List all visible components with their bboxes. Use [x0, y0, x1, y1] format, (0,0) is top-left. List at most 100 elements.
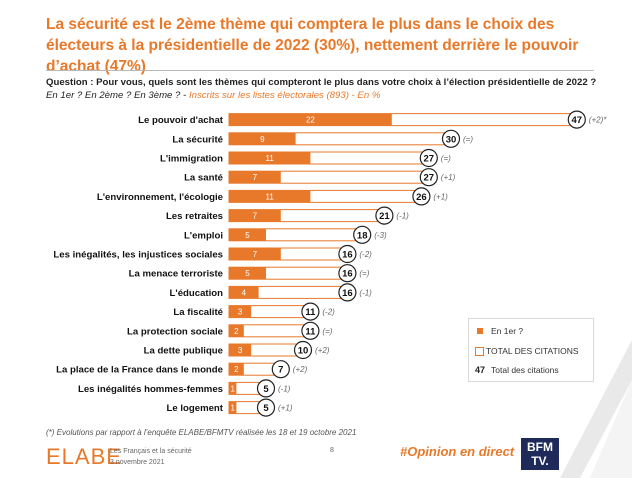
- question: Question : Pour vous, quels sont les thè…: [46, 76, 626, 102]
- elabe-logo: ELABE: [46, 444, 122, 469]
- question-text: Question : Pour vous, quels sont les thè…: [46, 77, 597, 88]
- total-bubble: [412, 187, 431, 206]
- total-bubble: [441, 129, 461, 148]
- first-bar: [229, 286, 259, 299]
- total-value-label: 5: [263, 403, 269, 414]
- legend-label-first: En 1er ?: [491, 326, 524, 336]
- evolution-label: (+2): [293, 365, 308, 374]
- legend-item-total: TOTAL DES CITATIONS: [475, 346, 579, 356]
- total-value-label: 5: [263, 384, 269, 395]
- evolution-label: (=): [441, 154, 451, 163]
- first-bar: [229, 401, 237, 414]
- total-bubble: [338, 264, 357, 283]
- category-label: L'immigration: [160, 154, 223, 165]
- evolution-label: (-3): [374, 231, 387, 240]
- first-bar: [229, 324, 244, 337]
- first-value-label: 11: [266, 192, 275, 201]
- first-bar: [229, 305, 252, 318]
- total-bubble: [256, 398, 276, 417]
- evolution-label: (+2): [315, 346, 330, 355]
- first-value-label: 1: [230, 384, 235, 393]
- first-value-label: 3: [238, 308, 243, 317]
- total-value-label: 47: [572, 115, 583, 126]
- first-value-label: 1: [230, 404, 235, 413]
- divider: [46, 70, 594, 71]
- total-bubble: [301, 321, 320, 340]
- evolution-label: (-1): [359, 288, 372, 297]
- total-value-label: 27: [424, 154, 435, 165]
- total-bubble: [338, 244, 357, 264]
- first-value-label: 11: [266, 154, 275, 163]
- first-bar: [229, 132, 296, 145]
- legend-label-total: TOTAL DES CITATIONS: [486, 346, 579, 356]
- first-value-label: 7: [253, 250, 258, 259]
- total-value-label: 16: [342, 250, 353, 261]
- total-value-label: 11: [305, 307, 316, 318]
- first-bar: [229, 113, 392, 126]
- total-value-label: 30: [446, 134, 457, 145]
- total-bubble: [301, 302, 320, 321]
- evolution-label: (-1): [278, 384, 291, 393]
- evolution-label: (-1): [396, 212, 409, 221]
- evolution-label: (+1): [433, 192, 448, 201]
- total-bubble: [256, 379, 276, 398]
- first-bar: [229, 248, 281, 260]
- category-label: La place de la France dans le monde: [56, 365, 223, 376]
- question-rounds: En 1er ? En 2ème ? En 3ème ? -: [46, 90, 187, 101]
- category-label: La protection sociale: [127, 326, 223, 337]
- first-bar: [229, 209, 281, 222]
- legend-item-bubble: 47 Total des citations: [475, 365, 559, 375]
- first-bar: [229, 228, 266, 241]
- category-label: L'éducation: [170, 288, 224, 299]
- bfm-text: BFM: [527, 440, 553, 454]
- question-subtext: En 1er ? En 2ème ? En 3ème ? - Inscrits …: [46, 89, 626, 102]
- tv-text: TV.: [531, 454, 549, 468]
- total-value-label: 26: [416, 192, 427, 203]
- category-label: Les inégalités hommes-femmes: [78, 384, 223, 395]
- total-value-label: 11: [305, 326, 316, 337]
- first-value-label: 7: [253, 173, 258, 182]
- total-bubble: [419, 168, 438, 187]
- first-value-label: 4: [242, 288, 247, 297]
- footer-date: 3 novembre 2021: [110, 459, 165, 466]
- category-label: Le pouvoir d'achat: [138, 115, 224, 126]
- evolution-label: (+2)*: [589, 116, 607, 125]
- first-bar: [229, 190, 311, 203]
- first-value-label: 5: [245, 231, 250, 240]
- category-label: L'emploi: [184, 230, 223, 241]
- total-bubble: [338, 283, 357, 302]
- total-value-label: 27: [424, 173, 435, 184]
- legend: En 1er ? TOTAL DES CITATIONS 47 Total de…: [468, 318, 594, 382]
- legend-label-bubble: Total des citations: [491, 365, 559, 375]
- total-value-label: 10: [298, 346, 309, 357]
- legend-item-first: En 1er ?: [475, 326, 523, 336]
- evolution-label: (-2): [359, 250, 372, 259]
- first-value-label: 7: [253, 212, 258, 221]
- question-population: Inscrits sur les listes électorales (893…: [188, 90, 381, 101]
- category-label: Les retraites: [166, 211, 223, 222]
- evolution-label: (=): [463, 135, 473, 144]
- first-bar: [229, 171, 281, 184]
- category-label: La fiscalité: [173, 307, 223, 318]
- bfmtv-logo: BFM TV.: [521, 438, 559, 470]
- category-label: L'environnement, l'écologie: [97, 192, 223, 203]
- total-value-label: 16: [342, 269, 353, 280]
- first-bar: [229, 363, 244, 376]
- evolution-label: (=): [322, 327, 332, 336]
- first-value-label: 5: [245, 269, 250, 278]
- first-bar: [229, 382, 237, 395]
- total-bubble: [293, 340, 313, 360]
- first-value-label: 22: [306, 116, 315, 125]
- total-bubble: [353, 225, 372, 244]
- hashtag: #Opinion en direct: [400, 444, 515, 459]
- legend-bubble-value: 47: [475, 365, 486, 375]
- page-number: 8: [330, 447, 334, 454]
- first-bar: [229, 267, 266, 280]
- total-bubble: [419, 148, 438, 168]
- legend-swatch-first: [477, 328, 483, 334]
- evolution-label: (+1): [441, 173, 456, 182]
- evolution-label: (=): [359, 269, 369, 278]
- category-label: La sécurité: [172, 134, 223, 145]
- category-label: Le logement: [166, 403, 223, 414]
